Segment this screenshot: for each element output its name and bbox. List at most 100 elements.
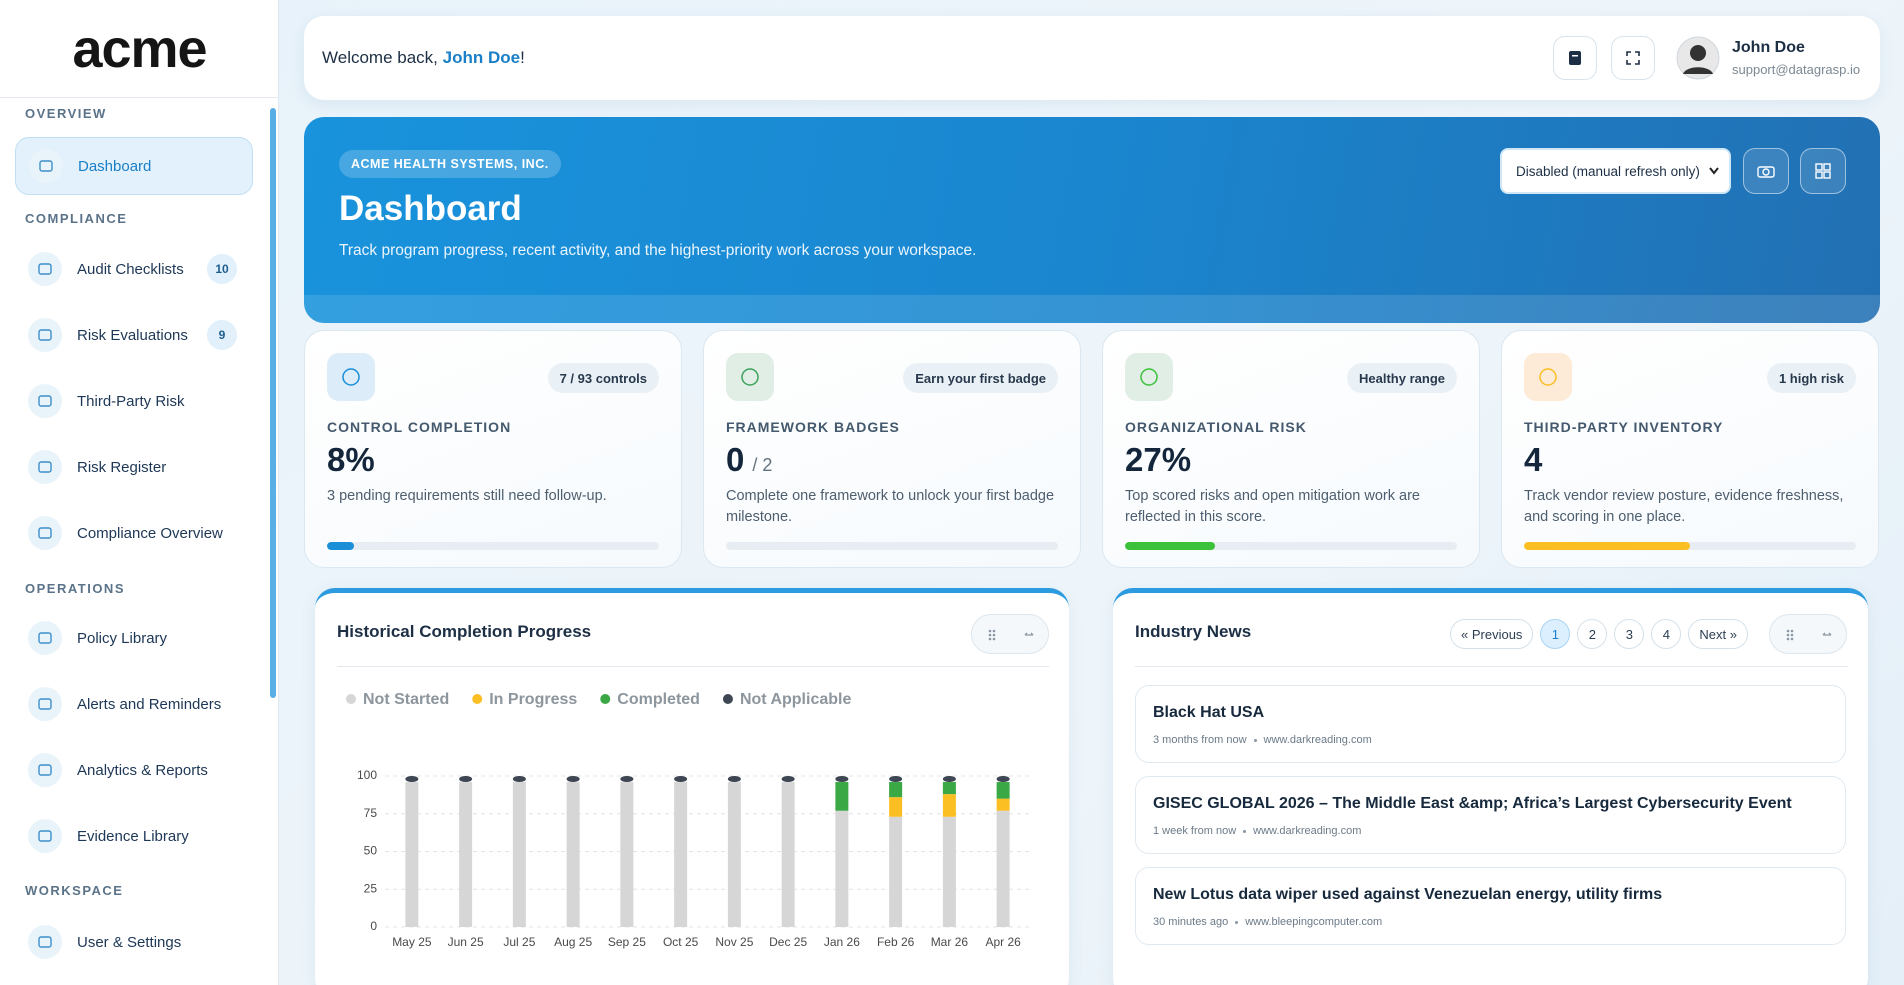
separator [1243,829,1247,833]
nav-icon [28,516,62,550]
notes-button[interactable] [1553,36,1597,80]
progress-track [1524,542,1856,550]
bar-segment [566,776,580,783]
greeting-end: ! [520,48,525,67]
nav-item[interactable]: Audit Checklists 10 [15,240,253,298]
bar-segment [889,816,903,927]
icon [38,395,52,407]
bar-segment [405,782,419,927]
bar-segment [996,776,1010,783]
bar-segment [889,776,903,783]
greeting-name[interactable]: John Doe [442,48,521,67]
layout-button[interactable] [1800,148,1846,194]
nav-item[interactable]: Alerts and Reminders [15,675,253,733]
section-label: WORKSPACE [25,883,124,898]
sidebar: acme OVERVIEW Dashboard COMPLIANCE Audit Ch… [0,0,279,985]
hero-subtitle: Track program progress, recent activity,… [339,242,977,259]
x-tick-label: Nov 25 [715,935,753,949]
nav-item[interactable]: Policy Library [15,609,253,667]
legend-label: Not Started [363,691,449,708]
x-tick-label: Jun 25 [448,935,484,949]
icon-shape [38,527,52,539]
card-badge: Earn your first badge [903,363,1058,393]
nav-label: Policy Library [77,629,168,647]
chart-title: Historical Completion Progress [337,622,592,641]
card-value: 8% [327,441,375,478]
icon [1539,368,1557,386]
legend-label: Completed [617,691,700,708]
icon [38,936,52,948]
fullscreen-button[interactable] [1611,36,1655,80]
news-meta: 1 week from now www.darkreading.com [1153,825,1361,837]
nav-item[interactable]: Dashboard [15,137,253,195]
card-title: CONTROL COMPLETION [327,419,512,435]
nav-icon [28,753,62,787]
icon [1786,629,1832,641]
card-value: 4 [1524,441,1543,478]
logo[interactable]: acme [72,19,207,79]
news-item[interactable]: GISEC GLOBAL 2026 – The Middle East &amp… [1135,776,1846,854]
icon [1626,51,1640,65]
x-tick-label: Dec 25 [769,935,807,949]
user-name: John Doe [1732,39,1805,56]
nav-item[interactable]: User & Settings [15,913,253,971]
page-button[interactable]: 3 [1614,619,1645,649]
nav-item[interactable]: Analytics & Reports [15,741,253,799]
y-tick-label: 50 [364,844,378,858]
nav-label: Third-Party Risk [77,392,185,410]
bar-segment [835,776,849,783]
bar-segment [727,776,741,783]
top-bar: Welcome back, John Doe! John Doe support… [304,16,1880,100]
panel-tools[interactable] [971,614,1049,654]
bar-segment [835,810,849,927]
divider [1135,666,1848,667]
page-button[interactable]: « Previous [1450,619,1534,649]
icon [38,632,52,644]
news-item[interactable]: Black Hat USA 3 months from now www.darkre… [1135,685,1846,763]
page-button[interactable]: 2 [1577,619,1608,649]
nav-label: Alerts and Reminders [77,695,222,713]
page-button[interactable]: 1 [1540,619,1571,649]
card-badge: Healthy range [1347,363,1457,393]
refresh-select[interactable]: Disabled (manual refresh only) [1500,148,1731,194]
nav-label: User & Settings [77,933,182,951]
bar-segment [566,782,580,927]
y-tick-label: 25 [364,881,378,895]
nav-item[interactable]: Third-Party Risk [15,372,253,430]
scrollbar[interactable] [270,108,276,698]
news-title: Black Hat USA [1153,704,1265,721]
news-item[interactable]: New Lotus data wiper used against Venezu… [1135,867,1846,945]
nav-item[interactable]: Risk Register [15,438,253,496]
bar-segment [942,816,956,927]
nav-item[interactable]: Evidence Library [15,807,253,865]
page-button[interactable]: 4 [1651,619,1682,649]
nav-icon [29,149,63,183]
icon [1757,166,1775,178]
progress-track [327,542,659,550]
legend-marker [722,694,733,704]
y-tick-label: 75 [364,806,378,820]
panel-tools[interactable] [1769,614,1847,654]
card-value-suffix: / 2 [752,455,773,475]
news-time: 30 minutes ago [1153,916,1229,928]
card-icon [726,353,774,401]
icon [38,764,52,776]
card-badge: 1 high risk [1766,363,1856,393]
page-button[interactable]: Next » [1688,619,1748,649]
section-label: OVERVIEW [25,106,107,121]
snapshot-button[interactable] [1743,148,1789,194]
news-time: 3 months from now [1153,734,1247,746]
bar-segment [620,782,634,927]
pagination: « Previous 1 2 3 4 Next » [1450,619,1748,649]
greeting: Welcome back, John Doe! [322,48,525,68]
stat-card: 1 high risk THIRD-PARTY INVENTORY 4 Track v… [1501,330,1879,568]
nav-item[interactable]: Compliance Overview [15,504,253,562]
nav-icon [28,450,62,484]
legend-marker [346,694,356,704]
nav-item[interactable]: Risk Evaluations 9 [15,306,253,364]
card-icon [327,353,375,401]
news-meta: 3 months from now www.darkreading.com [1153,734,1372,746]
x-tick-label: Sep 25 [608,935,646,949]
avatar[interactable] [1676,36,1720,80]
progress-bar [1125,542,1215,550]
